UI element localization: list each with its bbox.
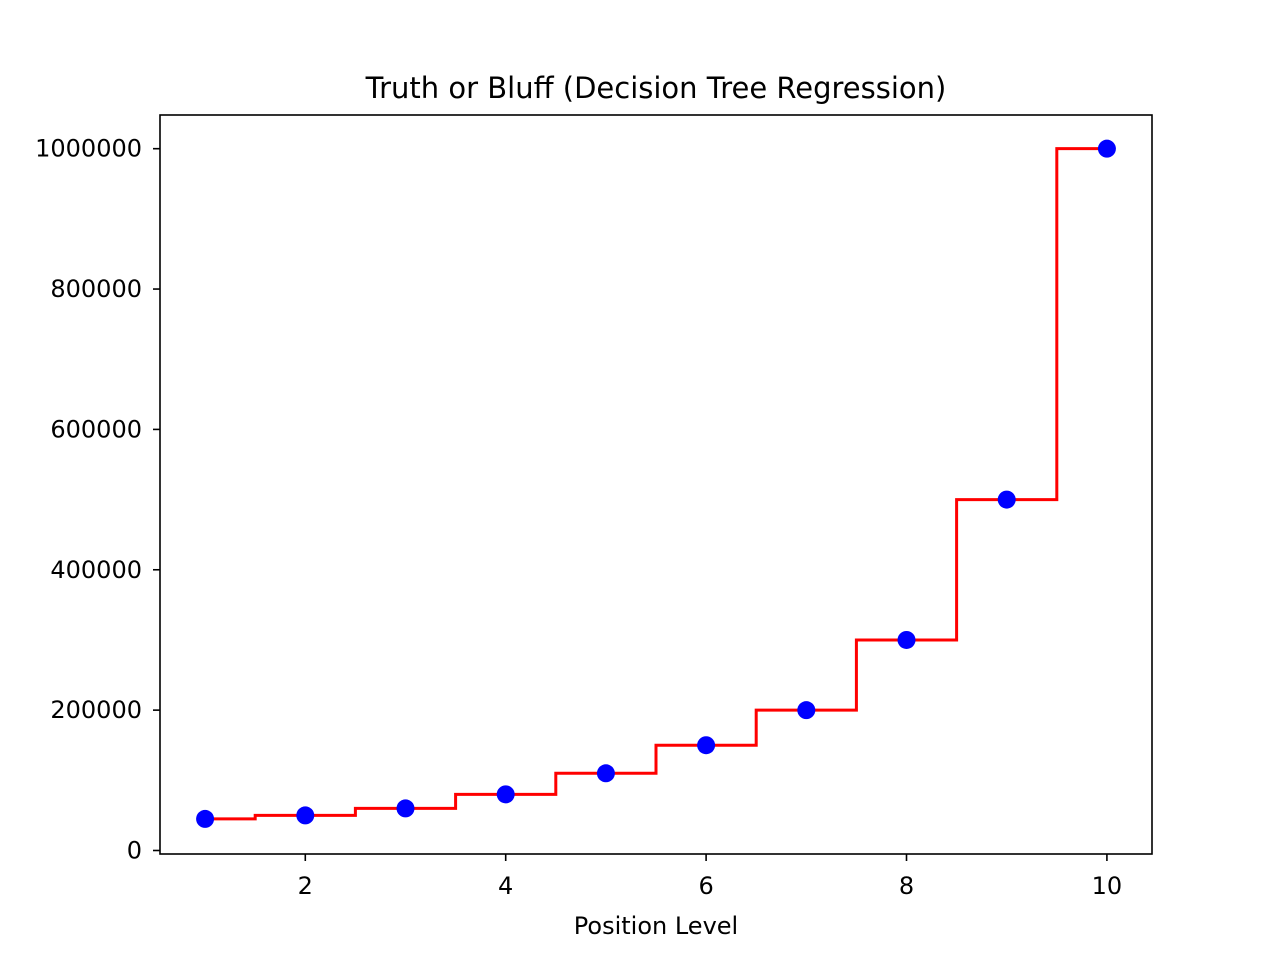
data-point — [496, 785, 515, 804]
data-point — [296, 806, 315, 825]
plot-background — [160, 115, 1152, 854]
y-tick-label: 200000 — [50, 696, 142, 724]
data-point — [697, 736, 716, 755]
chart-title: Truth or Bluff (Decision Tree Regression… — [365, 71, 947, 105]
x-tick-label: 8 — [899, 872, 914, 900]
y-tick-label: 600000 — [50, 415, 142, 443]
x-tick-label: 10 — [1092, 872, 1123, 900]
data-point — [897, 630, 916, 649]
data-point — [396, 799, 415, 818]
data-point — [1097, 139, 1116, 158]
y-tick-label: 1000000 — [35, 135, 142, 163]
plot-area — [160, 115, 1152, 854]
prediction-step-line — [205, 147, 1107, 821]
step-line-layer — [205, 147, 1107, 821]
x-tick-label: 6 — [698, 872, 713, 900]
y-axis: 0 200000 400000 600000 800000 1000000 — [35, 135, 160, 864]
y-tick-label: 0 — [127, 836, 142, 864]
data-point — [596, 764, 615, 783]
y-tick-label: 400000 — [50, 556, 142, 584]
x-tick-label: 4 — [498, 872, 513, 900]
x-axis-label: Position Level — [574, 912, 738, 940]
data-point — [997, 490, 1016, 509]
data-point — [196, 809, 215, 828]
data-point — [797, 701, 816, 720]
scatter-points-layer — [196, 139, 1116, 828]
plot-frame — [159, 114, 1153, 855]
x-axis: 2 4 6 8 10 — [298, 854, 1123, 900]
x-tick-label: 2 — [298, 872, 313, 900]
y-tick-label: 800000 — [50, 275, 142, 303]
